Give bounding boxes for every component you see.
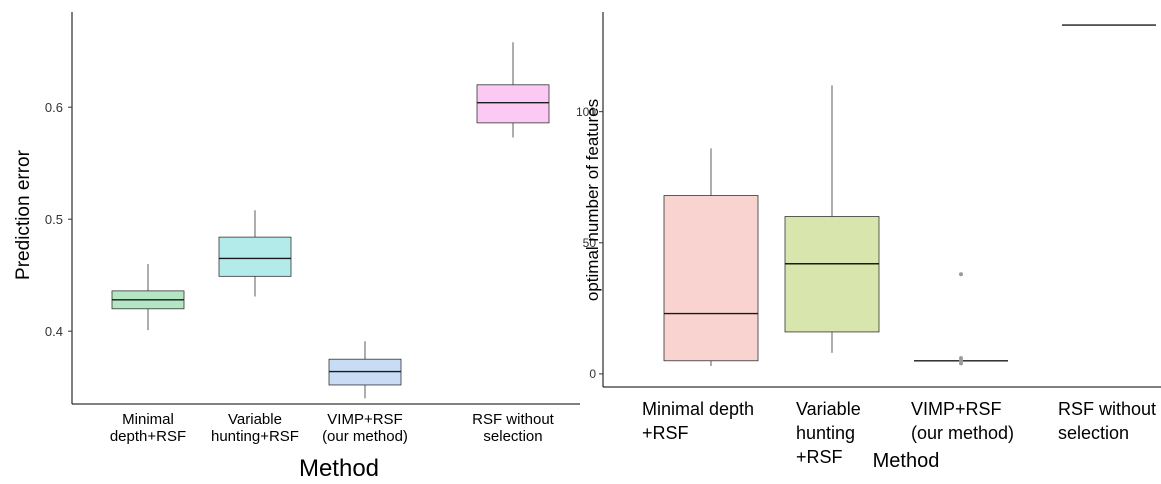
outlier-point — [959, 272, 963, 277]
x-tick-label: VIMP+RSF (our method) — [322, 411, 408, 445]
x-tick-label-line: VIMP+RSF — [327, 411, 402, 428]
x-axis-title: Method — [873, 450, 940, 472]
box-iqr — [218, 236, 292, 277]
x-tick-label: Minimal depth+RSF — [110, 411, 186, 445]
y-tick-label: 0.6 — [45, 100, 63, 115]
x-tick-label: RSF without selection — [1058, 399, 1156, 443]
x-tick-label-line: +RSF — [796, 447, 843, 467]
y-axis-title: Prediction error — [13, 149, 34, 280]
y-axis-title: optimal number of features — [583, 99, 602, 301]
x-tick-label: RSF without selection — [472, 411, 555, 445]
x-tick-label-line: (our method) — [322, 428, 408, 445]
x-tick-label: VIMP+RSF (our method) — [911, 399, 1014, 443]
x-axis-title: Method — [299, 455, 379, 482]
x-tick-label-line: Minimal — [122, 411, 174, 428]
x-tick-label-line: Variable — [796, 399, 861, 419]
x-tick-label-line: selection — [483, 428, 542, 445]
x-tick-label-line: hunting — [796, 423, 855, 443]
y-tick-label: 50 — [583, 236, 597, 250]
x-tick-label-line: +RSF — [642, 423, 689, 443]
x-tick-label-line: RSF without — [472, 411, 555, 428]
x-tick-label-line: selection — [1058, 423, 1129, 443]
box-iqr — [663, 195, 759, 362]
x-tick-label-line: hunting+RSF — [211, 428, 299, 445]
x-tick-label-line: (our method) — [911, 423, 1014, 443]
y-tick-label: 0.5 — [45, 212, 63, 227]
x-tick-label-line: VIMP+RSF — [911, 399, 1002, 419]
x-tick-label-line: Variable — [228, 411, 282, 428]
prediction-error-boxplot-panel: 0.4 0.5 0.6 Minimal depth+RSF Variable hunting… — [13, 12, 580, 482]
x-tick-label: Minimal depth +RSF — [642, 399, 754, 443]
y-tick-label: 100 — [576, 105, 596, 119]
y-tick-label: 0.4 — [45, 324, 63, 339]
x-tick-label: Variable hunting +RSF — [796, 399, 861, 467]
box-iqr — [476, 84, 550, 124]
x-tick-label-line: Minimal depth — [642, 399, 754, 419]
x-tick-label-line: RSF without — [1058, 399, 1156, 419]
box-iqr — [784, 216, 880, 333]
x-tick-label-line: depth+RSF — [110, 428, 186, 445]
outlier-point — [959, 361, 963, 366]
y-tick-label: 0 — [589, 367, 596, 381]
feature-count-boxplot-panel: 0 50 100 Minimal depth +RSF Variable hunting +R… — [576, 12, 1161, 472]
